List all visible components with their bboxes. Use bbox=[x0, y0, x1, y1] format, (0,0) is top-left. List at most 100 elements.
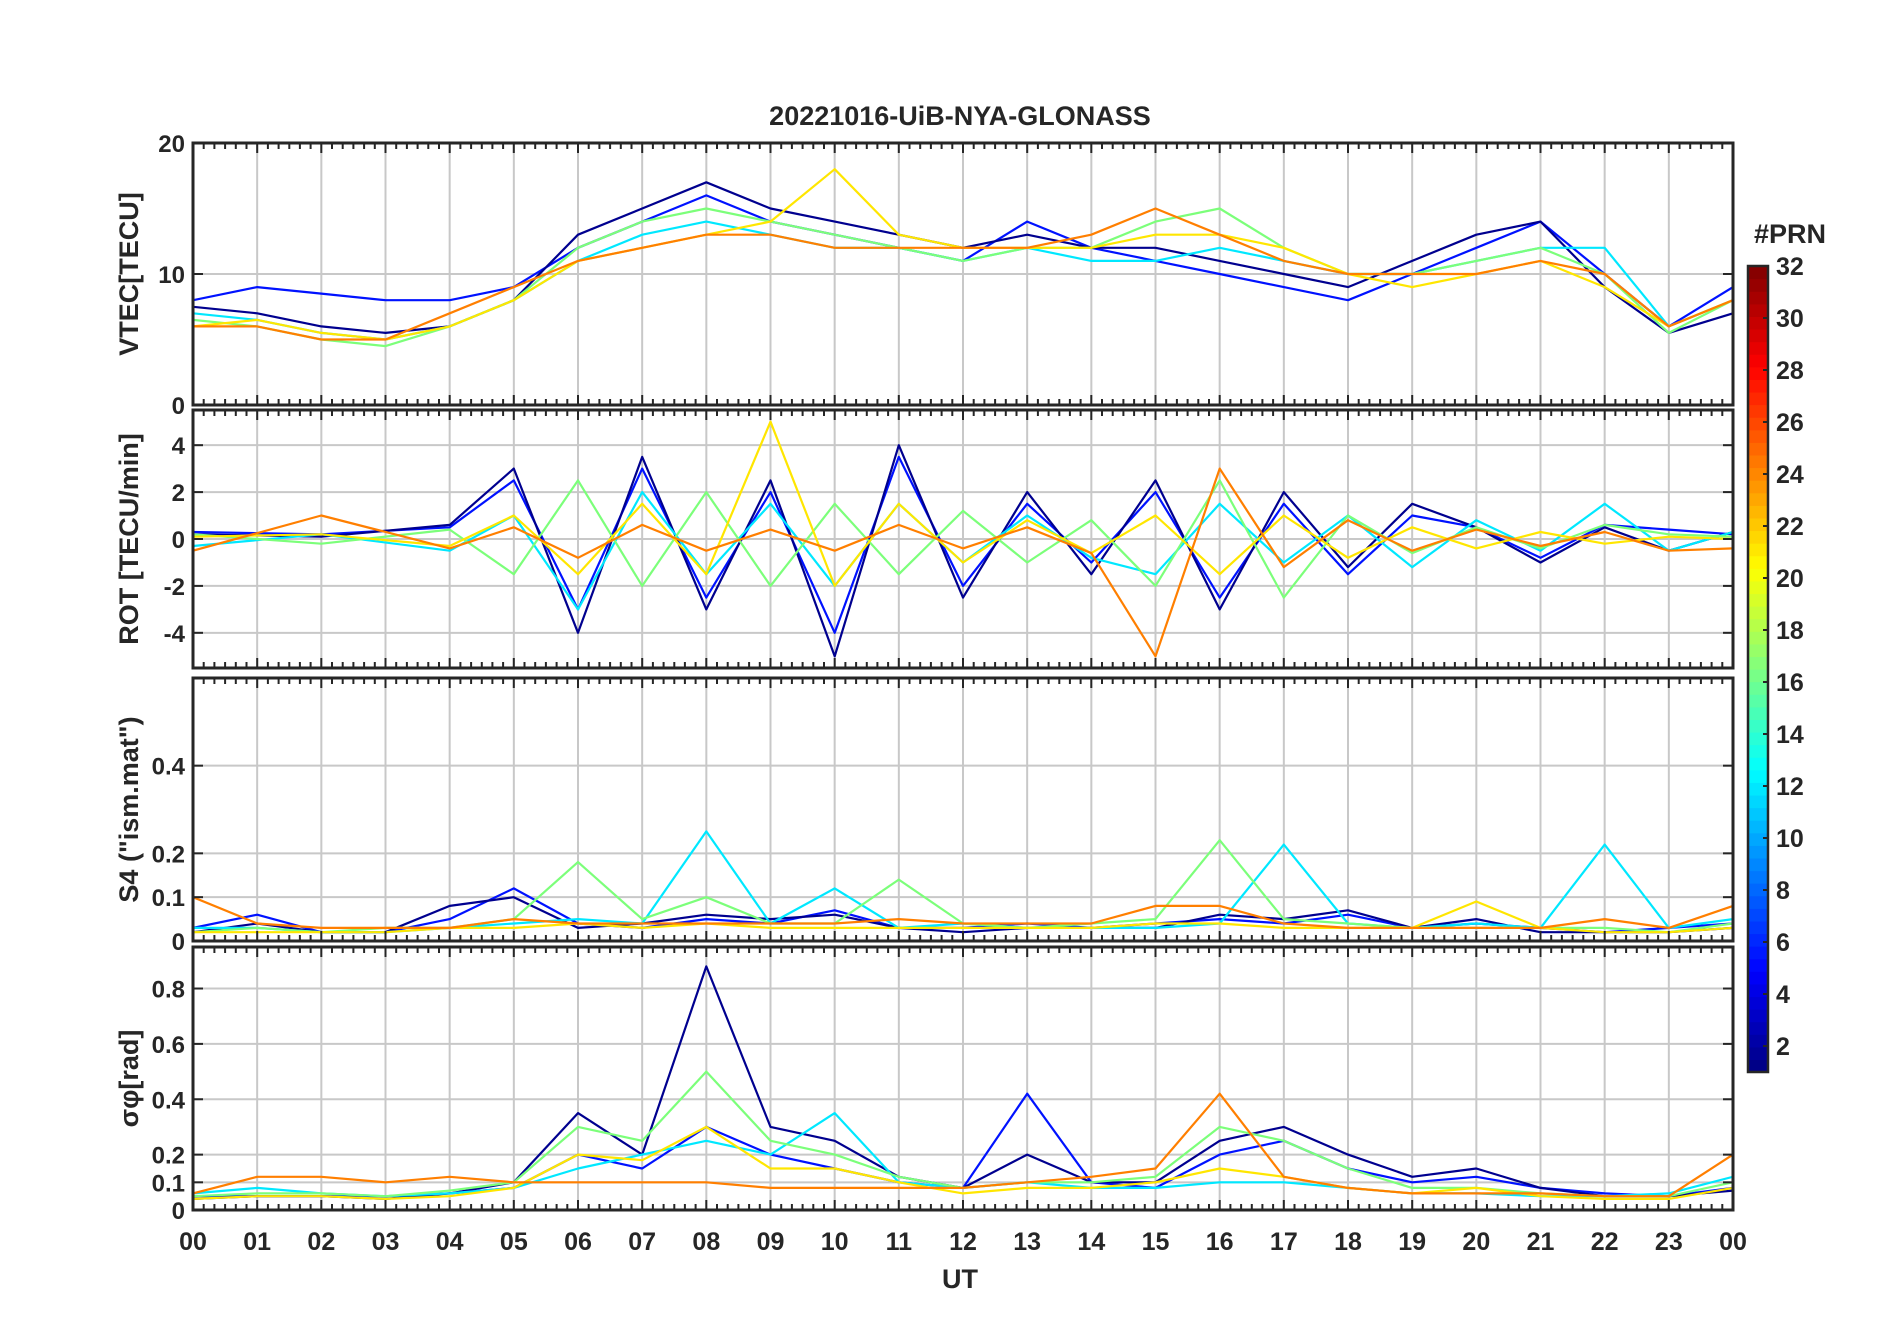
x-axis: 00 01 02 03 04 05 06 07 08 09 10 11 12 13 14 15 16 17 18 19… bbox=[179, 1228, 1747, 1256]
colorbar-tick-label: 22 bbox=[1776, 513, 1804, 541]
panel-rot: -4 -2 0 2 4 ROT [TECU/min] bbox=[114, 408, 1735, 670]
x-tick-label: 13 bbox=[1013, 1228, 1041, 1256]
colorbar-segment bbox=[1748, 883, 1768, 897]
x-tick-label: 20 bbox=[1462, 1228, 1490, 1256]
x-tick-label: 11 bbox=[886, 1228, 913, 1256]
colorbar-segment bbox=[1748, 807, 1768, 821]
colorbar-segment bbox=[1748, 480, 1768, 494]
colorbar-segment bbox=[1748, 278, 1768, 292]
y-tick-label: 2 bbox=[172, 480, 185, 507]
colorbar-tick-label: 12 bbox=[1776, 773, 1804, 801]
colorbar-segment bbox=[1748, 467, 1768, 481]
x-minor-ticks bbox=[192, 947, 1734, 1210]
colorbar-segment bbox=[1748, 694, 1768, 708]
colorbar-segment bbox=[1748, 303, 1768, 317]
y-tick-label: 0.4 bbox=[152, 1087, 186, 1114]
x-tick-label: 17 bbox=[1270, 1228, 1298, 1256]
colorbar-segment bbox=[1748, 933, 1768, 947]
colorbar-segment bbox=[1748, 328, 1768, 343]
y-tick-label: 0 bbox=[172, 929, 185, 956]
series-line-prn-23 bbox=[193, 207, 1733, 341]
colorbar-segment bbox=[1748, 757, 1768, 771]
colorbar-segment bbox=[1748, 606, 1768, 620]
colorbar-segment bbox=[1748, 794, 1768, 809]
colorbar-segment bbox=[1748, 769, 1768, 783]
x-tick-label: 07 bbox=[628, 1228, 656, 1256]
colorbar-segment bbox=[1748, 580, 1768, 595]
x-tick-label: 01 bbox=[243, 1228, 271, 1256]
x-tick-label: 21 bbox=[1527, 1228, 1555, 1256]
colorbar-tick-label: 10 bbox=[1776, 825, 1804, 853]
panel-s4: 0 0.1 0.2 0.4 S4 ("ism.mat") bbox=[114, 676, 1735, 956]
colorbar-segment bbox=[1748, 820, 1768, 834]
x-tick-label: 09 bbox=[757, 1228, 785, 1256]
x-tick-label: 18 bbox=[1334, 1228, 1362, 1256]
x-minor-ticks bbox=[192, 678, 1734, 941]
colorbar-segment bbox=[1748, 656, 1768, 670]
colorbar-segment bbox=[1748, 731, 1768, 746]
colorbar-frame bbox=[1746, 264, 1770, 1074]
x-tick-label: 19 bbox=[1398, 1228, 1426, 1256]
series-line-prn-3 bbox=[193, 455, 1733, 634]
y-tick-label: 0.2 bbox=[152, 841, 185, 868]
colorbar-segment bbox=[1748, 341, 1768, 355]
y-tick-label: 0 bbox=[172, 1198, 185, 1225]
series-group bbox=[193, 830, 1733, 934]
colorbar-segment bbox=[1748, 505, 1768, 519]
colorbar-segment bbox=[1748, 316, 1768, 330]
colorbar-tick-label: 14 bbox=[1776, 721, 1804, 749]
x-tick-label: 23 bbox=[1655, 1228, 1683, 1256]
figure-title: 20221016-UiB-NYA-GLONASS bbox=[769, 101, 1151, 131]
colorbar-segment bbox=[1748, 391, 1768, 406]
colorbar-segment bbox=[1748, 404, 1768, 418]
colorbar-segment bbox=[1748, 971, 1768, 985]
colorbar-segment bbox=[1748, 669, 1768, 683]
x-tick-label: 12 bbox=[949, 1228, 977, 1256]
colorbar-segment bbox=[1748, 429, 1768, 443]
y-tick-label: 0.6 bbox=[152, 1032, 185, 1059]
series-group bbox=[193, 420, 1733, 658]
colorbar-segment bbox=[1748, 618, 1768, 632]
colorbar-segment bbox=[1748, 266, 1768, 280]
y-axis-label: S4 ("ism.mat") bbox=[114, 716, 144, 902]
colorbar-segment bbox=[1748, 719, 1768, 733]
colorbar-segment bbox=[1748, 996, 1768, 1010]
x-tick-label: 15 bbox=[1142, 1228, 1170, 1256]
x-minor-ticks bbox=[192, 410, 1734, 668]
colorbar-segment bbox=[1748, 1046, 1768, 1060]
series-line-prn-23 bbox=[193, 1092, 1733, 1198]
panel-vtec: 0 10 20 VTEC[TECU] bbox=[114, 131, 1735, 420]
colorbar-segment bbox=[1748, 920, 1768, 935]
colorbar-segment bbox=[1748, 492, 1768, 506]
colorbar-segment bbox=[1748, 354, 1768, 368]
colorbar-segment bbox=[1748, 366, 1768, 380]
colorbar-segment bbox=[1748, 782, 1768, 796]
series-line-prn-20 bbox=[193, 1125, 1733, 1201]
x-tick-label: 00 bbox=[179, 1228, 207, 1256]
x-tick-label: 08 bbox=[692, 1228, 720, 1256]
series-line-prn-23 bbox=[193, 467, 1733, 658]
colorbar-segment bbox=[1748, 857, 1768, 872]
colorbar-tick-label: 2 bbox=[1776, 1033, 1790, 1061]
y-tick-label: -2 bbox=[164, 574, 185, 601]
x-tick-label: 00 bbox=[1719, 1228, 1747, 1256]
colorbar-tick-label: 32 bbox=[1776, 253, 1804, 281]
colorbar-label: #PRN bbox=[1754, 219, 1826, 249]
colorbar-segment bbox=[1748, 454, 1768, 469]
y-tick-label: 20 bbox=[158, 131, 185, 158]
x-tick-label: 02 bbox=[307, 1228, 335, 1256]
colorbar-segment bbox=[1748, 870, 1768, 884]
y-tick-label: 0.2 bbox=[152, 1143, 185, 1170]
colorbar-tick-label: 8 bbox=[1776, 877, 1790, 905]
y-tick-label: 4 bbox=[172, 433, 186, 460]
colorbar-segment bbox=[1748, 442, 1768, 456]
colorbar-segment bbox=[1748, 517, 1768, 532]
x-tick-label: 14 bbox=[1077, 1228, 1105, 1256]
colorbar-tick-label: 26 bbox=[1776, 409, 1804, 437]
x-tick-label: 16 bbox=[1206, 1228, 1234, 1256]
colorbar-segment bbox=[1748, 417, 1768, 431]
colorbar-segment bbox=[1748, 958, 1768, 972]
colorbar-segment bbox=[1748, 568, 1768, 582]
